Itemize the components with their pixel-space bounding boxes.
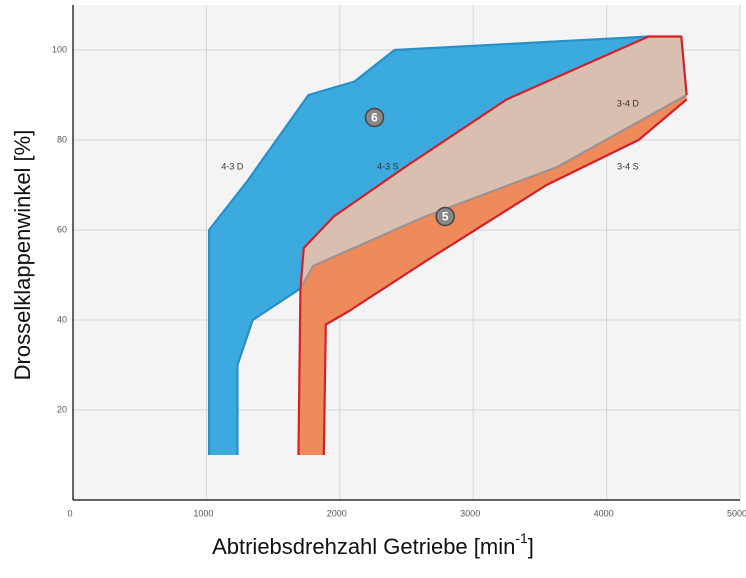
region xyxy=(209,36,649,455)
y-axis-label: Drosselklappenwinkel [%] xyxy=(10,130,35,381)
y-tick-label: 60 xyxy=(57,224,67,234)
y-tick-label: 100 xyxy=(52,44,67,54)
y-tick-label: 80 xyxy=(57,134,67,144)
boundary-line xyxy=(297,35,688,456)
marker-circle xyxy=(435,206,455,227)
y-tick-label: 20 xyxy=(57,404,67,414)
x-axis-label-end: ] xyxy=(528,534,534,559)
x-axis-label: Abtriebsdrehzahl Getriebe [min-1] xyxy=(212,530,534,559)
annotation: 3-4 D xyxy=(617,98,640,108)
x-axis-label-text: Abtriebsdrehzahl Getriebe [min xyxy=(212,534,515,559)
x-tick-label: 4000 xyxy=(594,508,614,518)
marker-circle xyxy=(364,107,385,128)
x-tick-label: 0 xyxy=(67,508,72,518)
y-tick-label: 40 xyxy=(57,314,67,324)
annotation: 3-4 S xyxy=(617,161,639,171)
x-tick-label: 5000 xyxy=(727,508,746,518)
boundary-line xyxy=(322,98,688,456)
annotation: 4-3 S xyxy=(377,161,399,171)
marker-label: 5 xyxy=(442,210,449,224)
x-axis-label-sup: -1 xyxy=(515,530,528,546)
x-tick-label: 3000 xyxy=(460,508,480,518)
x-tick-label: 2000 xyxy=(327,508,347,518)
annotation: 4-3 D xyxy=(221,161,244,171)
boundary-line xyxy=(207,35,649,455)
region xyxy=(300,36,687,289)
x-tick-label: 1000 xyxy=(193,508,213,518)
boundary-line xyxy=(299,94,688,290)
marker-label: 6 xyxy=(371,111,378,125)
boundary-line xyxy=(236,287,302,455)
